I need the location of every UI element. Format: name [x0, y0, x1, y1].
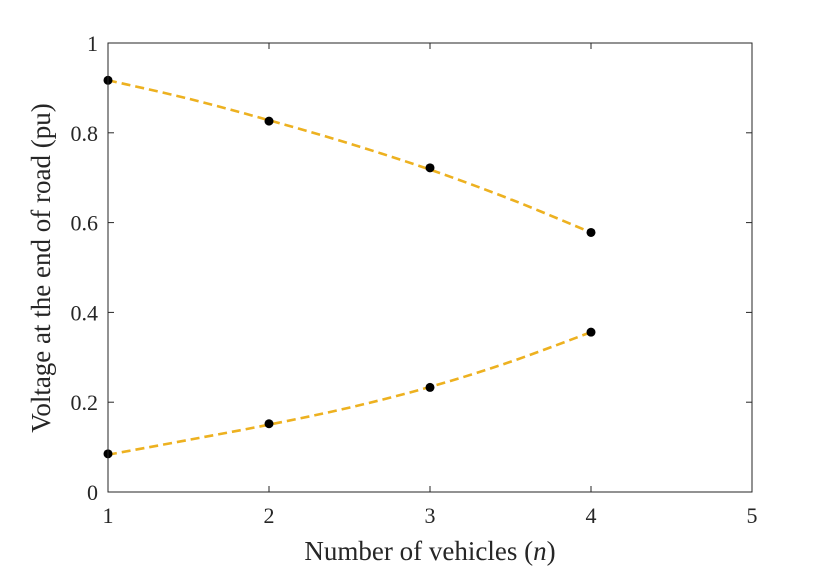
series-1-point-4 — [586, 227, 596, 237]
series-1-point-2 — [264, 116, 274, 126]
series-1-line — [107, 79, 592, 234]
y-tick-label-1: 0 — [87, 480, 98, 505]
y-axis: 0 0.2 0.4 0.6 0.8 1 — [71, 31, 752, 505]
x-tick-label-5: 5 — [747, 503, 758, 528]
x-axis-label-part: n — [533, 536, 547, 566]
series-2-point-3 — [425, 382, 435, 392]
x-axis-label: Number of vehicles (n) — [304, 536, 555, 566]
axes-frame — [107, 42, 753, 493]
y-tick-label-6: 1 — [87, 31, 98, 56]
series-2-point-4 — [586, 327, 596, 337]
x-axis: 1 2 3 4 5 — [103, 43, 758, 528]
plot-points — [103, 75, 596, 459]
y-tick-label-4: 0.6 — [71, 211, 99, 236]
x-tick-label-4: 4 — [586, 503, 597, 528]
series-2-point-2 — [264, 419, 274, 429]
x-axis-label-part: ) — [547, 536, 556, 566]
x-tick-label-1: 1 — [103, 503, 114, 528]
x-tick-label-2: 2 — [264, 503, 275, 528]
plot-lines — [107, 79, 592, 457]
y-tick-label-2: 0.2 — [71, 390, 99, 415]
x-axis-label-part: Number of vehicles ( — [304, 536, 533, 566]
series-2-line — [107, 330, 592, 457]
y-tick-label-3: 0.4 — [71, 300, 99, 325]
y-axis-label: Voltage at the end of road (pu) — [26, 103, 56, 432]
x-tick-label-3: 3 — [425, 503, 436, 528]
y-tick-label-5: 0.8 — [71, 121, 99, 146]
series-1-point-3 — [425, 163, 435, 173]
